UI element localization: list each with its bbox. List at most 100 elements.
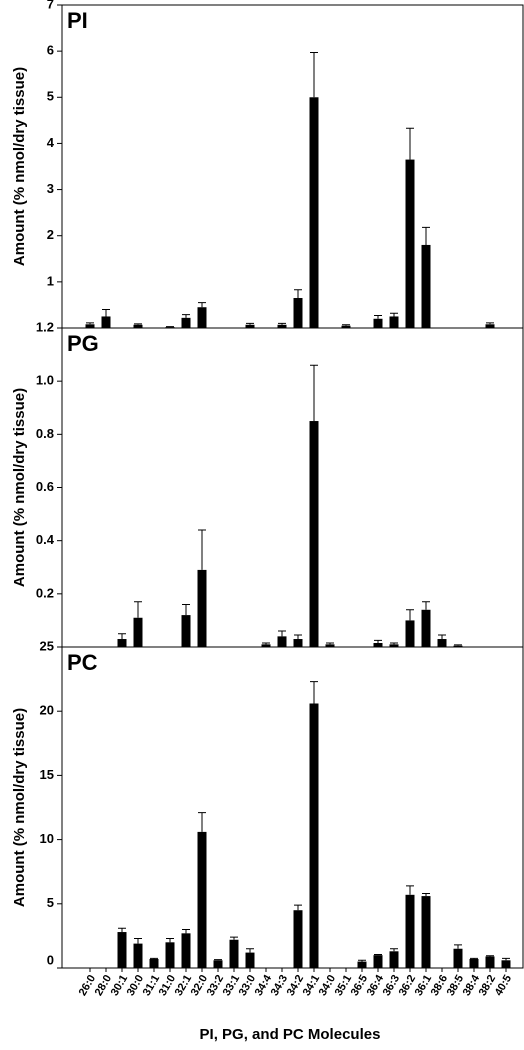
error-bar [182,928,190,934]
y-tick-label: 1.0 [36,373,54,388]
error-bar [102,309,110,317]
bar [197,831,207,968]
y-tick-label: 1 [47,273,54,288]
bar [341,325,351,328]
error-bar [342,324,350,326]
bar [229,939,239,968]
bar [213,960,223,968]
bar [133,943,143,968]
y-tick-label: 25 [40,638,54,653]
bar [293,298,303,328]
error-bar [262,642,270,645]
error-bar [326,642,334,645]
bar [149,959,159,968]
error-bar [278,322,286,325]
error-bar [182,603,190,616]
y-tick-label: 0.6 [36,479,54,494]
bar [485,956,495,968]
bar [485,324,495,328]
bar [373,643,383,647]
panel-title: PG [67,331,99,356]
y-tick-label: 10 [40,831,54,846]
bar [277,324,287,328]
error-bar [134,601,142,618]
bar [181,615,191,647]
error-bar [198,812,206,832]
error-bar [134,323,142,325]
y-tick-label: 3 [47,181,54,196]
error-bar [406,127,414,160]
x-tick-label: 40:5 [493,973,514,998]
y-tick-label: 7 [47,0,54,11]
error-bar [198,529,206,570]
error-bar [134,937,142,944]
bar [405,620,415,647]
bar [117,932,127,968]
error-bar [422,226,430,245]
error-bar [486,955,494,957]
bar [261,644,271,647]
y-tick-label: 0.4 [36,532,55,547]
error-bar [374,954,382,956]
bar [181,933,191,968]
bar [453,948,463,968]
error-bar [390,312,398,317]
bar [133,617,143,647]
y-tick-label: 0.8 [36,426,54,441]
error-bar [294,289,302,299]
bar [405,159,415,328]
error-bar [294,634,302,640]
bar [181,317,191,328]
y-tick-label: 0.2 [36,585,54,600]
error-bar [374,315,382,319]
bar [293,639,303,647]
bar [389,951,399,968]
y-axis-label: Amount (% nmol/dry tissue) [11,708,28,907]
error-bar [358,959,366,962]
error-bar [246,948,254,953]
bar [405,894,415,968]
error-bar [390,948,398,952]
bar [437,639,447,647]
error-bar [390,642,398,645]
bar [421,244,431,328]
panel-title: PC [67,650,98,675]
y-tick-label: 6 [47,43,54,58]
error-bar [278,630,286,637]
y-tick-label: 1.2 [36,319,54,334]
error-bar [198,302,206,308]
bar [309,97,319,329]
bar [389,316,399,328]
bar [325,644,335,647]
bar [197,569,207,647]
bar [293,910,303,968]
error-bar [86,322,94,325]
bar [245,324,255,328]
bar [389,644,399,647]
bar [165,942,175,968]
panel-frame [61,327,524,648]
error-bar [374,639,382,644]
y-tick-label: 5 [47,89,54,104]
panel-frame [61,4,524,329]
error-bar [422,893,430,897]
panel-frame [61,646,524,969]
bar [101,316,111,328]
error-bar [454,944,462,949]
bar [453,645,463,647]
y-tick-label: 0 [47,952,54,967]
error-bar [454,644,462,646]
y-tick-label: 15 [40,767,54,782]
bar [469,959,479,968]
y-tick-label: 4 [47,135,55,150]
error-bar [150,957,158,960]
bar [373,318,383,328]
y-tick-label: 5 [47,895,54,910]
x-axis-label: PI, PG, and PC Molecules [200,1026,381,1043]
error-bar [502,957,510,961]
bar [421,896,431,968]
panel-title: PI [67,8,88,33]
bar [117,639,127,647]
error-bar [118,927,126,933]
